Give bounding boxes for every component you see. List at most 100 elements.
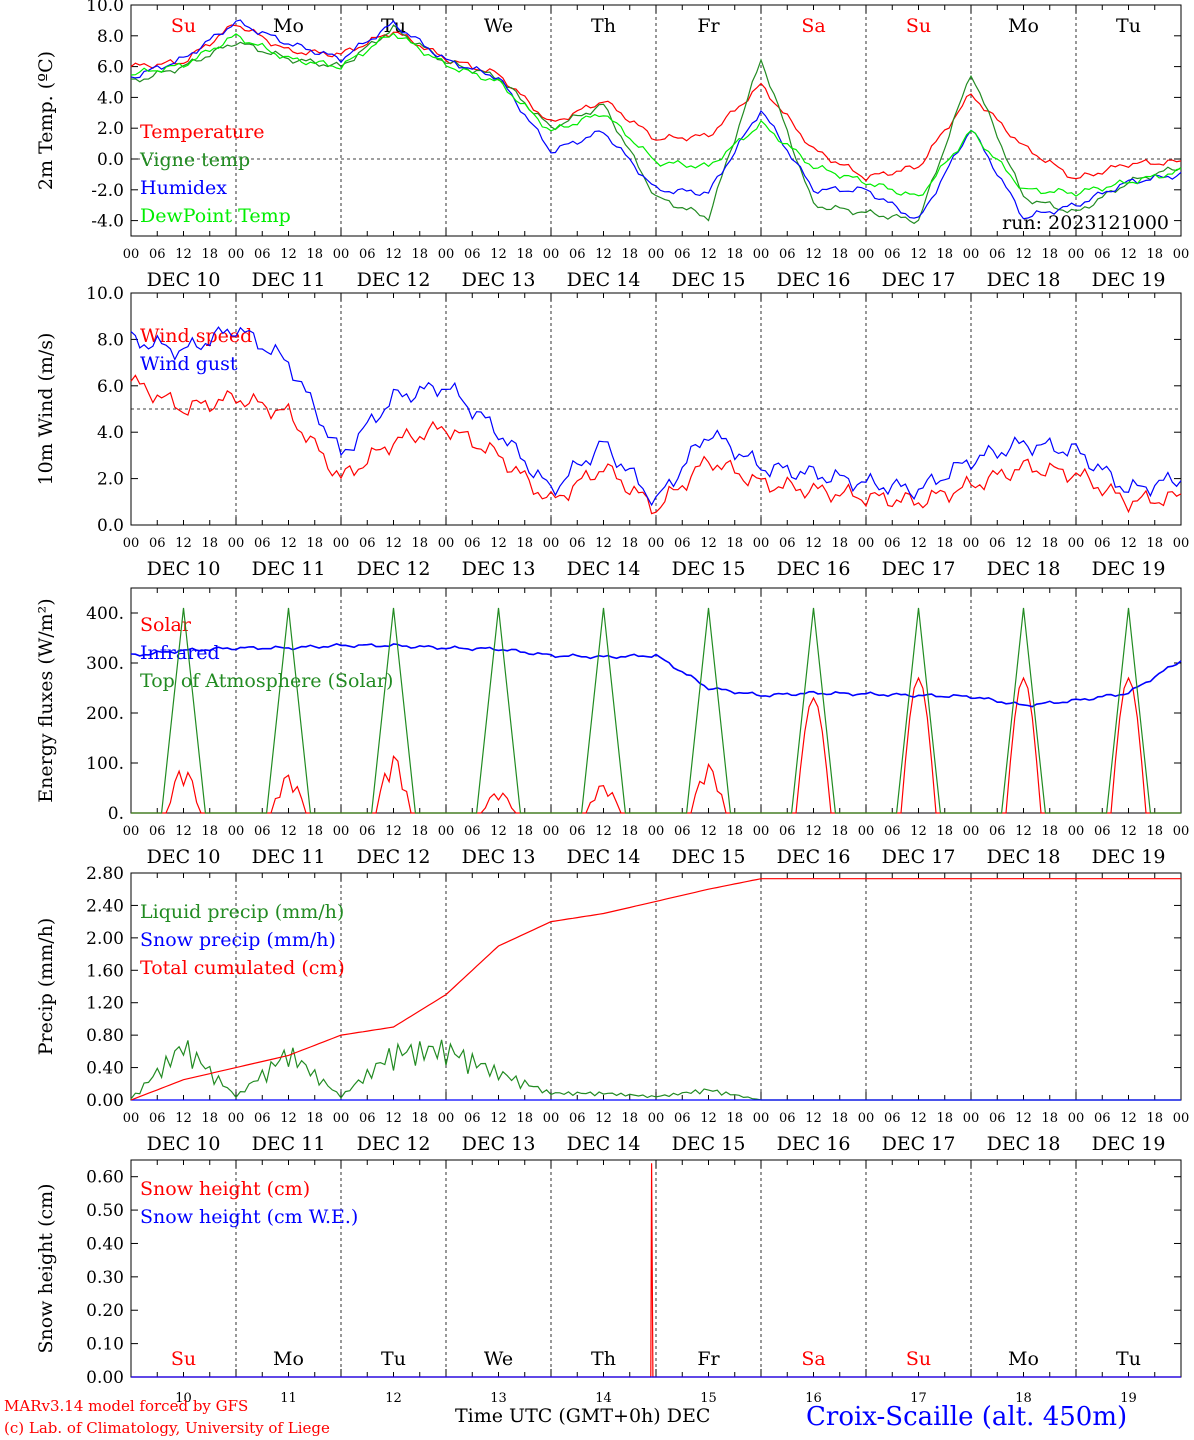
hour-tick-label: 00 [963,536,980,551]
hour-tick-label: 06 [1094,247,1111,262]
hour-tick-label: 06 [989,1111,1006,1126]
y-tick-label: 0.40 [86,1234,124,1254]
hour-tick-label: 12 [910,536,927,551]
y-tick-label: 2.0 [97,119,124,139]
panel-frame [130,587,1182,814]
hour-tick-label: 00 [438,247,455,262]
hour-tick-label: 18 [621,536,638,551]
hour-tick-label: 00 [1068,824,1085,839]
hour-tick-label: 12 [1015,824,1032,839]
hour-tick-label: 00 [858,247,875,262]
y-tick-label: 10.0 [86,284,124,304]
hour-tick-label: 18 [726,1111,743,1126]
y-axis-label: Energy fluxes (W/m²) [35,598,57,802]
hour-tick-label: 00 [438,1111,455,1126]
hour-tick-label: 00 [648,247,665,262]
hour-tick-label: 12 [1015,247,1032,262]
hour-tick-label: 00 [1068,247,1085,262]
hour-tick-label: 06 [779,247,796,262]
hour-tick-label: 12 [385,536,402,551]
weekday-label: Sa [801,15,825,37]
hour-tick-label: 00 [963,247,980,262]
panel-1: 10.0 8.0 6.0 4.0 2.0 0.0 -2.0 -4.0 2m Temp. (ºC)… [35,0,1189,291]
hour-tick-label: 18 [306,1111,323,1126]
date-label: DEC 18 [987,558,1061,580]
weekday-label: Th [591,15,616,37]
hour-tick-label: 06 [359,1111,376,1126]
hour-tick-label: 00 [228,536,245,551]
weekday-label: Su [906,1348,931,1370]
date-label: DEC 15 [672,1133,746,1155]
legend-entry: Wind gust [140,353,238,375]
hour-tick-label: 18 [726,247,743,262]
weekday-label: Fr [697,15,720,37]
date-label: DEC 10 [147,846,221,868]
day-number-label: 16 [805,1391,822,1406]
hour-tick-label: 00 [648,536,665,551]
hour-tick-label: 18 [306,247,323,262]
legend-entry: Humidex [140,177,227,199]
hour-tick-label: 12 [805,1111,822,1126]
weekday-label: Th [591,1348,616,1370]
y-tick-label: 0.0 [97,516,124,536]
hour-tick-label: 00 [123,1111,140,1126]
hour-tick-label: 12 [280,1111,297,1126]
date-label: DEC 18 [987,846,1061,868]
hour-tick-label: 12 [910,1111,927,1126]
series-line-4 [130,32,1182,197]
date-label: DEC 12 [357,558,431,580]
hour-tick-label: 12 [1015,536,1032,551]
legend-entry: Snow height (cm W.E.) [140,1206,358,1228]
date-label: DEC 12 [357,846,431,868]
hour-tick-label: 00 [753,536,770,551]
date-label: DEC 13 [462,846,536,868]
hour-tick-label: 00 [753,824,770,839]
hour-tick-label: 06 [464,247,481,262]
hour-tick-label: 12 [385,1111,402,1126]
y-tick-label: 200. [86,704,124,724]
date-label: DEC 10 [147,1133,221,1155]
date-label: DEC 10 [147,269,221,291]
hour-tick-label: 12 [805,824,822,839]
y-tick-label: 0.30 [86,1268,124,1288]
y-tick-label: 1.60 [86,961,124,981]
hour-tick-label: 00 [963,824,980,839]
station-name: Croix-Scaille (alt. 450m) [806,1402,1128,1432]
series-line-3 [130,878,1181,1101]
hour-tick-label: 00 [333,536,350,551]
hour-tick-label: 18 [201,247,218,262]
day-number-label: 14 [595,1391,612,1406]
run-label: run: 2023121000 [1002,212,1169,234]
hour-tick-label: 06 [779,824,796,839]
date-label: DEC 19 [1092,1133,1166,1155]
hour-tick-label: 06 [254,247,271,262]
date-label: DEC 16 [777,846,851,868]
hour-tick-label: 18 [1041,824,1058,839]
day-number-label: 11 [280,1391,297,1406]
hour-tick-label: 06 [674,824,691,839]
date-label: DEC 12 [357,1133,431,1155]
date-label: DEC 16 [777,269,851,291]
hour-tick-label: 12 [175,824,192,839]
series-line-1 [130,374,1182,515]
hour-tick-label: 18 [1041,536,1058,551]
weekday-label: Mo [273,15,304,37]
weekday-label: We [484,15,513,37]
hour-tick-label: 06 [569,1111,586,1126]
hour-tick-label: 06 [674,247,691,262]
y-tick-label: 4.0 [97,423,124,443]
hour-tick-label: 00 [123,247,140,262]
hour-tick-label: 06 [989,536,1006,551]
panel-3: 400. 300. 200. 100. 0. Energy fluxes (W/m²) 00… [35,587,1190,868]
date-label: DEC 11 [252,846,326,868]
y-tick-label: 4.0 [97,88,124,108]
hour-tick-label: 12 [1015,1111,1032,1126]
hour-tick-label: 06 [254,536,271,551]
weekday-label: Su [171,15,196,37]
hour-tick-label: 12 [490,824,507,839]
hour-tick-label: 00 [1173,824,1190,839]
hour-tick-label: 06 [464,1111,481,1126]
hour-tick-label: 06 [359,536,376,551]
hour-tick-label: 18 [726,824,743,839]
